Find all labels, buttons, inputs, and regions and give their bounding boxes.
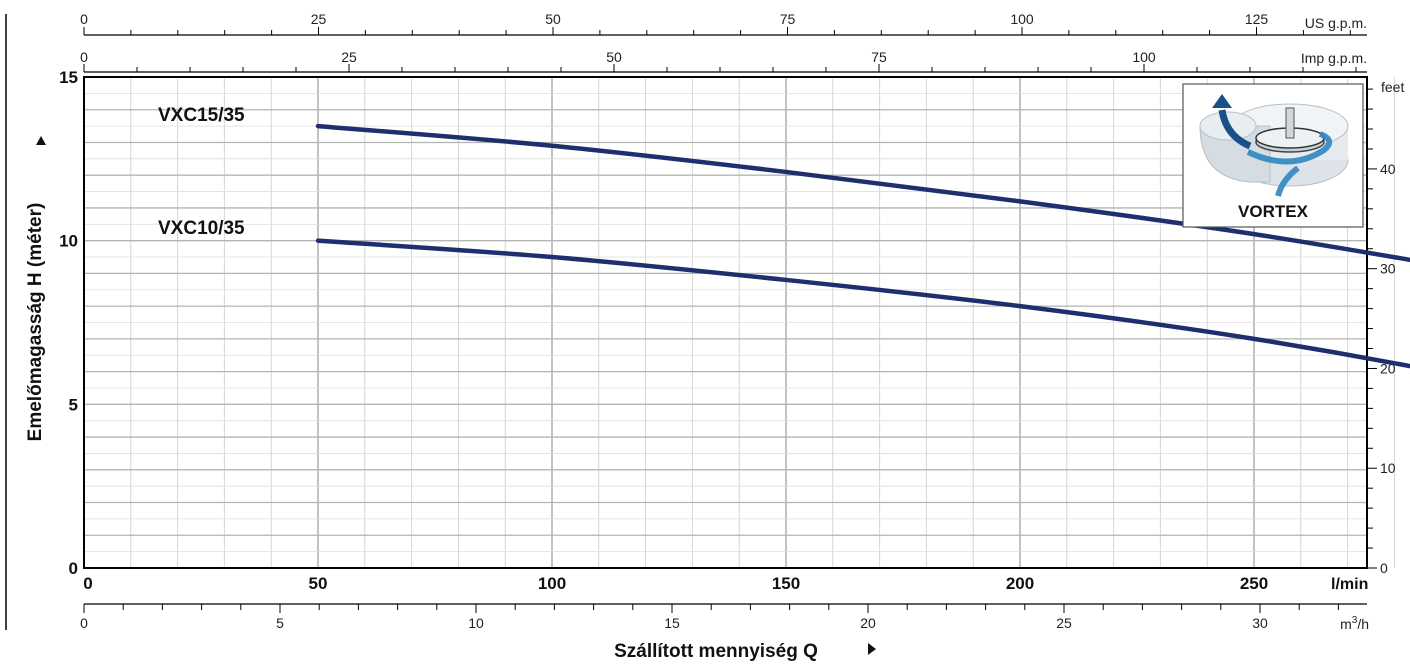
m3h-unit-label: m3/h <box>1340 615 1369 632</box>
y-tick-label-10: 10 <box>59 232 78 251</box>
us-gpm-tick-label-125: 125 <box>1245 11 1269 27</box>
m3h-tick-label-5: 5 <box>276 615 284 631</box>
us-gpm-tick-label-25: 25 <box>311 11 327 27</box>
curves-group <box>315 123 1410 369</box>
x-tick-label-150: 150 <box>772 574 800 593</box>
us-gpm-unit-label: US g.p.m. <box>1305 15 1367 31</box>
vortex-impeller-icon <box>1199 94 1349 197</box>
x-tick-label-250: 250 <box>1240 574 1268 593</box>
x-unit-label: l/min <box>1331 576 1368 593</box>
series-label-vxc10-35: VXC10/35 <box>158 218 245 239</box>
series-line-vxc10-35 <box>315 238 1410 369</box>
m3h-unit-sup: 3 <box>1352 615 1358 626</box>
imp-gpm-tick-label-50: 50 <box>606 49 622 65</box>
x-tick-label-200: 200 <box>1006 574 1034 593</box>
imp-gpm-tick-label-25: 25 <box>341 49 357 65</box>
m3h-tick-label-10: 10 <box>468 615 484 631</box>
chart-grid <box>84 77 1395 568</box>
m3h-tick-label-15: 15 <box>664 615 680 631</box>
x-axis-title: Szállított mennyiség Q <box>614 641 818 662</box>
m3h-tick-label-20: 20 <box>860 615 876 631</box>
m3h-unit-base: m <box>1340 616 1352 632</box>
x-tick-label-100: 100 <box>538 574 566 593</box>
plot-frame <box>83 76 1368 569</box>
us-gpm-tick-label-100: 100 <box>1010 11 1034 27</box>
x-tick-label-0: 0 <box>83 574 92 593</box>
x-axis-arrow-icon <box>868 643 876 655</box>
series-label-vxc15-35: VXC15/35 <box>158 105 245 126</box>
feet-tick-label-10: 10 <box>1380 460 1396 476</box>
y-tick-label-15: 15 <box>59 68 78 87</box>
x-tick-label-50: 50 <box>309 574 328 593</box>
vortex-inset: VORTEX <box>1182 83 1364 228</box>
m3h-tick-label-30: 30 <box>1252 615 1268 631</box>
imp-gpm-tick-label-75: 75 <box>871 49 887 65</box>
y-axis-title: Emelőmagasság H (méter) <box>25 203 46 442</box>
m3h-unit-suffix: /h <box>1357 616 1369 632</box>
y-axis-arrow-icon <box>36 136 46 145</box>
m3h-tick-label-0: 0 <box>80 615 88 631</box>
feet-tick-label-40: 40 <box>1380 161 1396 177</box>
imp-gpm-unit-label: Imp g.p.m. <box>1301 50 1367 66</box>
y-tick-label-0: 0 <box>69 559 78 578</box>
feet-tick-label-30: 30 <box>1380 261 1396 277</box>
us-gpm-tick-label-75: 75 <box>780 11 796 27</box>
us-gpm-tick-label-0: 0 <box>80 11 88 27</box>
feet-unit-label: feet <box>1381 79 1404 95</box>
us-gpm-tick-label-50: 50 <box>545 11 561 27</box>
feet-tick-label-0: 0 <box>1380 560 1388 576</box>
axes-group: 050100150200250300350400450500l/min05101… <box>59 11 1404 632</box>
y-tick-label-5: 5 <box>69 395 78 414</box>
vortex-label: VORTEX <box>1238 202 1309 221</box>
imp-gpm-tick-label-100: 100 <box>1132 49 1156 65</box>
m3h-tick-label-25: 25 <box>1056 615 1072 631</box>
series-line-vxc15-35 <box>315 123 1410 263</box>
imp-gpm-tick-label-0: 0 <box>80 49 88 65</box>
